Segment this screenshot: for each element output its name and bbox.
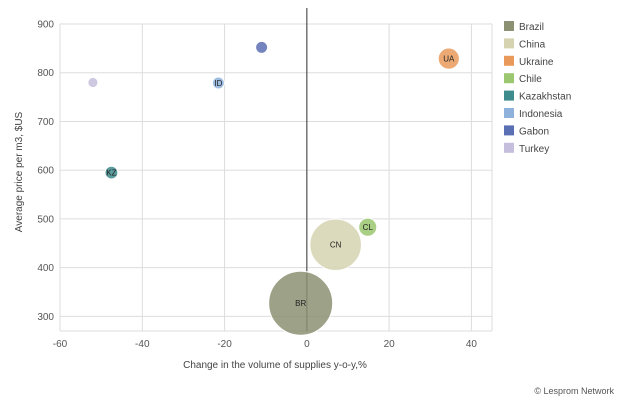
- bubble-turkey[interactable]: [87, 76, 99, 89]
- legend-swatch: [504, 73, 514, 84]
- x-tick-label: -60: [53, 339, 68, 350]
- legend-item-indonesia[interactable]: Indonesia: [504, 108, 563, 120]
- legend-item-china[interactable]: China: [504, 38, 546, 50]
- bubble-circle: [268, 270, 334, 336]
- legend-swatch: [504, 38, 514, 49]
- legend-label: Brazil: [519, 22, 544, 33]
- bubble-label: KZ: [106, 169, 116, 178]
- x-axis-ticks: -60 -40 -20 0 20 40: [53, 339, 478, 350]
- bubble-circle: [87, 76, 99, 89]
- bubble-circle: [309, 218, 362, 272]
- legend-swatch: [504, 90, 514, 101]
- y-tick-label: 400: [37, 263, 54, 274]
- legend-item-ukraine[interactable]: Ukraine: [504, 55, 554, 68]
- legend-swatch: [504, 108, 514, 118]
- bubble-kazakhstan[interactable]: KZ: [104, 165, 119, 180]
- legend-swatch: [504, 21, 514, 31]
- bubble-label: ID: [214, 79, 222, 88]
- legend: Brazil China Ukraine Chile Kazakhstan Indones…: [504, 21, 571, 155]
- y-tick-label: 500: [37, 214, 54, 225]
- y-tick-label: 300: [37, 312, 54, 323]
- bubble-circle: [358, 217, 378, 237]
- legend-label: China: [519, 39, 546, 50]
- legend-item-turkey[interactable]: Turkey: [504, 142, 549, 155]
- legend-item-kazakhstan[interactable]: Kazakhstan: [504, 90, 571, 103]
- y-tick-label: 900: [37, 20, 54, 31]
- bubble-circle: [211, 76, 225, 90]
- x-axis-title: Change in the volume of supplies y-o-y,%: [183, 360, 367, 371]
- legend-item-gabon[interactable]: Gabon: [504, 125, 549, 137]
- y-axis-ticks: 300 400 500 600 700 800 900: [37, 20, 54, 323]
- bubble-gabon[interactable]: [255, 40, 269, 54]
- bubble-circle: [104, 165, 119, 180]
- grid-lines: [59, 23, 493, 332]
- legend-swatch: [504, 125, 514, 136]
- bubble-indonesia[interactable]: ID: [211, 76, 225, 90]
- bubble-label: CL: [363, 223, 374, 232]
- bubble-chile[interactable]: CL: [358, 217, 378, 237]
- y-tick-label: 600: [37, 166, 54, 177]
- x-tick-label: -20: [217, 339, 232, 350]
- x-tick-label: -40: [135, 339, 150, 350]
- legend-swatch: [504, 55, 514, 66]
- legend-item-brazil[interactable]: Brazil: [504, 21, 544, 33]
- legend-label: Kazakhstan: [519, 92, 571, 103]
- legend-label: Turkey: [519, 144, 549, 155]
- bubble-brazil[interactable]: BR: [268, 270, 334, 336]
- x-tick-label: 20: [384, 339, 396, 350]
- y-tick-label: 800: [37, 68, 54, 79]
- legend-item-chile[interactable]: Chile: [504, 73, 542, 85]
- bubble-label: CN: [330, 241, 342, 250]
- bubbles: BR CN UA CL KZ ID: [87, 40, 460, 336]
- legend-label: Gabon: [519, 126, 549, 137]
- x-tick-label: 40: [466, 339, 478, 350]
- bubble-circle: [437, 47, 460, 70]
- bubble-label: BR: [295, 299, 306, 308]
- legend-label: Ukraine: [519, 57, 554, 68]
- bubble-china[interactable]: CN: [309, 218, 362, 272]
- x-tick-label: 0: [304, 339, 310, 350]
- legend-swatch: [504, 142, 514, 153]
- bubble-circle: [255, 40, 269, 54]
- legend-label: Chile: [519, 74, 542, 85]
- y-axis-title: Average price per m3, $US: [14, 111, 25, 232]
- credit-text: © Lesprom Network: [534, 386, 614, 396]
- legend-label: Indonesia: [519, 109, 563, 120]
- bubble-ukraine[interactable]: UA: [437, 47, 460, 70]
- bubble-label: UA: [443, 55, 455, 64]
- y-tick-label: 700: [37, 117, 54, 128]
